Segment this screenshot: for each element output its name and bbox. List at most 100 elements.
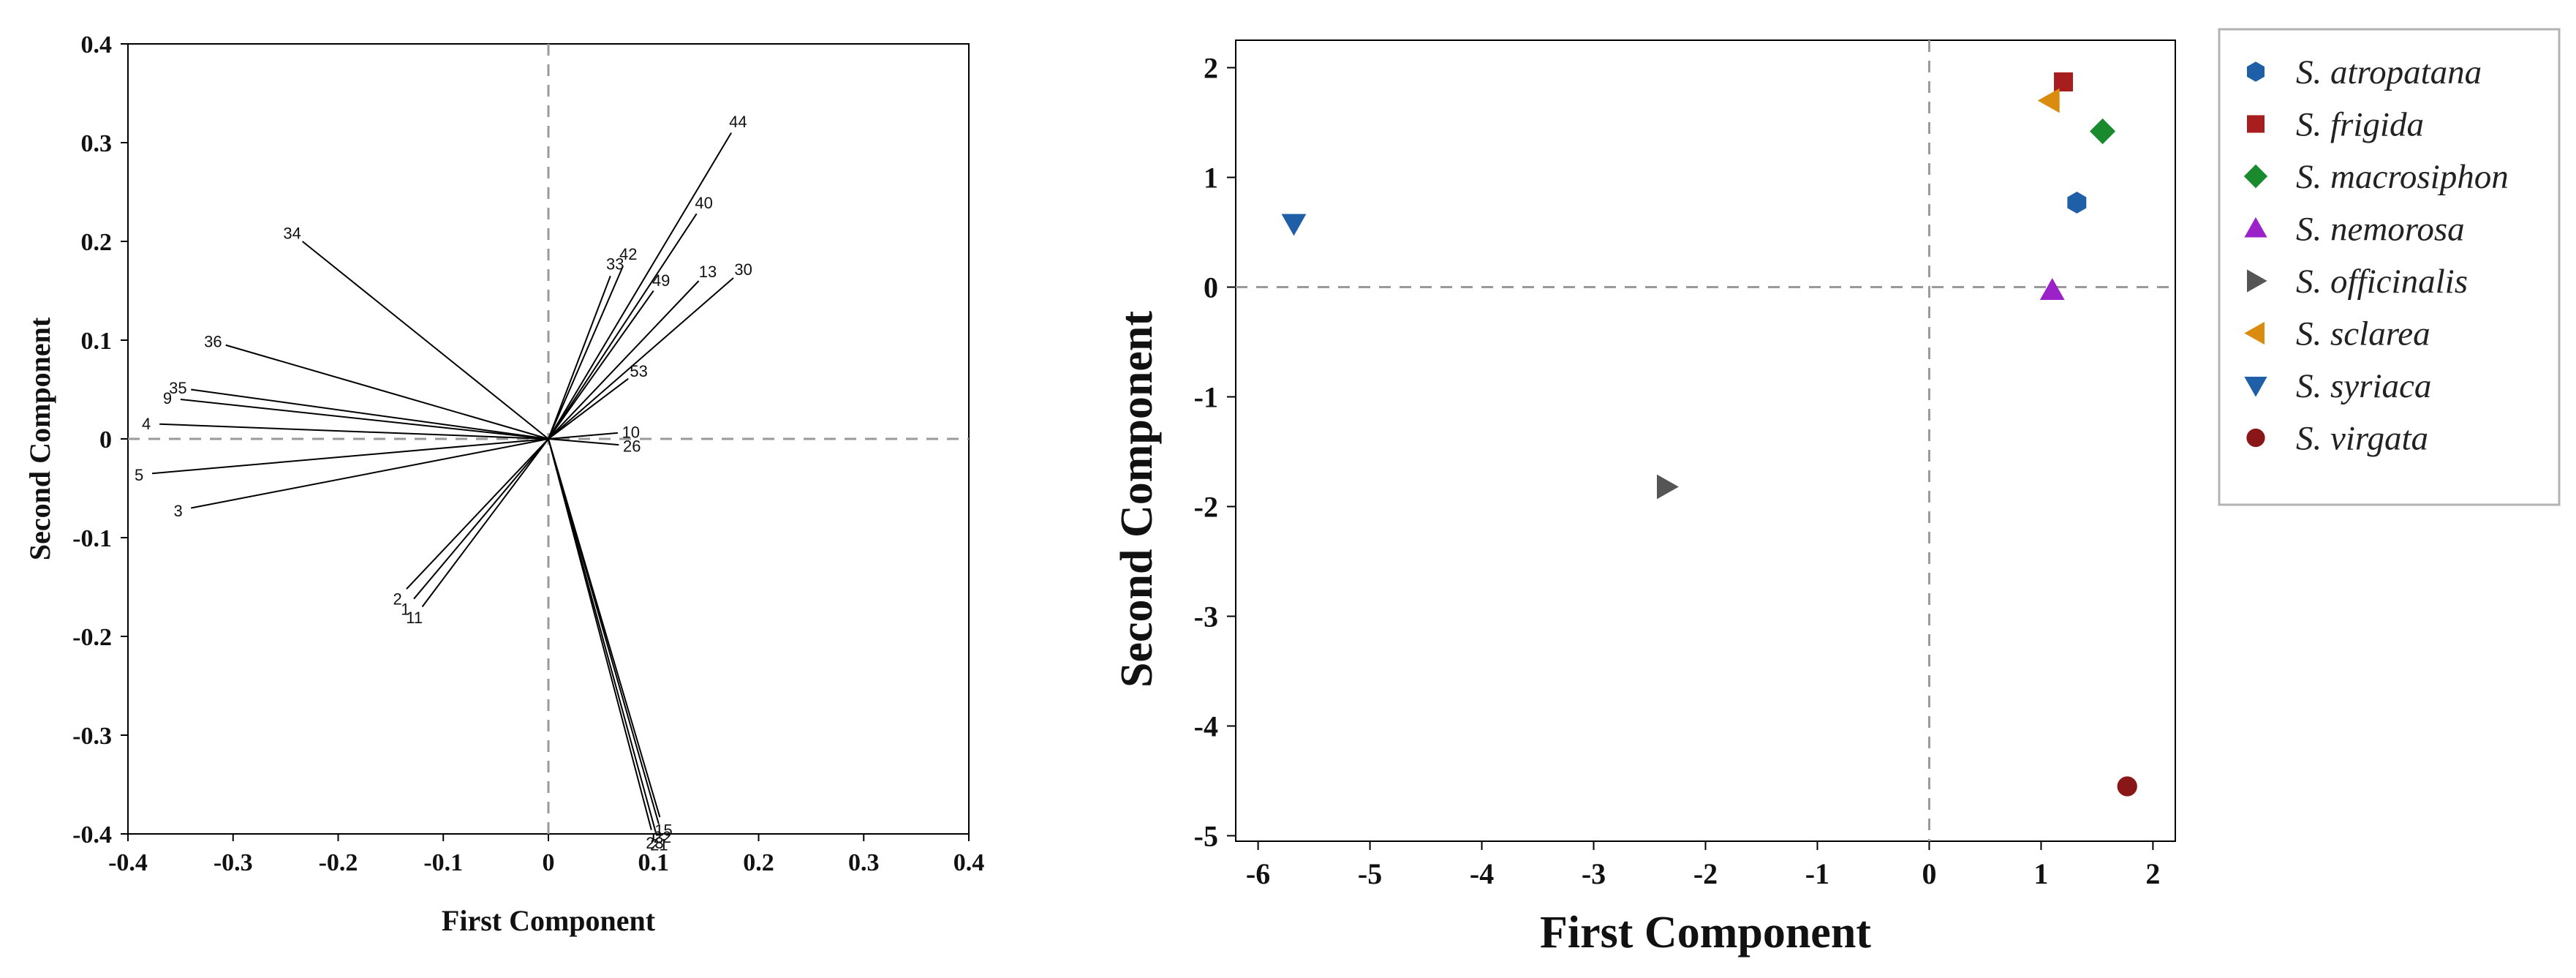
vector-label: 44 — [729, 113, 747, 131]
y-tick-label: -0.2 — [72, 624, 112, 651]
vector-label: 9 — [163, 389, 172, 407]
loading-vector — [548, 277, 734, 440]
loading-vector — [301, 241, 549, 440]
x-tick-label: -2 — [1693, 857, 1718, 890]
legend-marker — [2247, 269, 2267, 293]
y-tick-label: 0.4 — [81, 31, 113, 59]
loading-plot: -0.4 -0.3 -0.2 -0.1 0 0.1 0.2 0.3 0.4 0.4 0.3 0.2 0.… — [23, 31, 984, 937]
y-tick-label: 0.3 — [81, 130, 113, 157]
legend-marker — [2244, 217, 2267, 238]
legend-marker — [2247, 61, 2265, 82]
loading-vector — [180, 399, 549, 440]
legend-entry: S. atropatana — [2296, 53, 2482, 91]
data-point — [1657, 474, 1679, 500]
x-tick-label: 1 — [2033, 857, 2048, 890]
x-tick-label: -0.3 — [214, 849, 253, 876]
data-point — [2067, 192, 2087, 214]
data-point — [2039, 278, 2065, 300]
x-tick-label: -6 — [1246, 857, 1270, 890]
vector-label: 53 — [630, 362, 647, 380]
loading-vector — [225, 344, 549, 440]
vector-label: 26 — [623, 437, 641, 456]
vector-label: 11 — [406, 609, 423, 627]
x-tick-label: -3 — [1582, 857, 1606, 890]
loading-vector — [548, 290, 654, 440]
y-tick-label: -0.1 — [72, 525, 112, 552]
y-tick-label: 0.2 — [81, 229, 113, 256]
plot-frame — [1235, 40, 2176, 842]
data-point — [2090, 118, 2116, 145]
y-tick-label: -0.4 — [72, 821, 112, 849]
legend-entry: S. macrosiphon — [2296, 158, 2509, 196]
loading-vector — [406, 438, 549, 590]
vector-label: 1 — [401, 600, 409, 618]
x-tick-label: 0.2 — [743, 849, 774, 876]
x-axis-title: First Component — [1540, 908, 1871, 958]
loading-vector — [548, 438, 660, 824]
y-tick-label: -0.3 — [72, 723, 112, 750]
vector-label: 5 — [135, 466, 143, 484]
legend-entry: S. sclarea — [2296, 315, 2430, 353]
legend: S. atropatana S. frigida S. macrosiphon S. … — [2218, 28, 2561, 506]
loading-vector — [548, 266, 624, 440]
vector-label: 33 — [606, 255, 624, 273]
legend-box — [2218, 28, 2561, 506]
loading-vector — [548, 213, 698, 440]
vector-label: 15 — [654, 821, 672, 839]
y-axis-title: Second Component — [23, 317, 56, 560]
vector-label: 13 — [699, 263, 717, 281]
loading-vector — [548, 132, 732, 440]
legend-marker — [2246, 428, 2265, 448]
loading-vector — [421, 438, 549, 608]
legend-entry: S. syriaca — [2296, 367, 2431, 405]
loading-vector — [548, 432, 618, 440]
score-plot: -6 -5 -4 -3 -2 -1 0 1 2 2 1 0 -1 -2 -3 -4 -5 First Compon… — [1112, 40, 2176, 958]
loading-vector — [413, 438, 549, 600]
legend-marker — [2243, 164, 2268, 189]
y-tick-label: 0.1 — [81, 328, 113, 355]
y-axis-title: Second Component — [1112, 311, 1162, 688]
loading-vector — [159, 423, 549, 440]
legend-entry: S. frigida — [2296, 106, 2424, 144]
data-point — [2117, 776, 2137, 797]
y-tick-label: -1 — [1194, 381, 1218, 414]
vector-label: 2 — [393, 590, 401, 608]
vector-label: 3 — [173, 502, 182, 520]
vector-label: 10 — [622, 423, 640, 441]
vector-label: 34 — [283, 225, 301, 243]
vector-label: 21 — [650, 836, 668, 854]
legend-marker — [2244, 321, 2265, 345]
x-tick-label: 0.3 — [848, 849, 880, 876]
x-tick-label: -0.1 — [423, 849, 463, 876]
data-point — [1281, 214, 1307, 236]
legend-marker — [2244, 377, 2267, 397]
x-tick-label: -5 — [1358, 857, 1382, 890]
vector-label: 49 — [652, 271, 670, 290]
loading-vector — [191, 388, 549, 440]
loading-vector — [548, 275, 611, 440]
y-tick-label: -3 — [1194, 601, 1218, 633]
vector-label: 23 — [646, 834, 663, 852]
x-tick-label: -1 — [1805, 857, 1829, 890]
vector-label: 42 — [619, 245, 637, 263]
y-tick-label: 1 — [1204, 162, 1218, 195]
y-tick-label: 2 — [1204, 52, 1218, 85]
x-tick-label: 0 — [543, 849, 555, 876]
vector-label: 4 — [142, 415, 151, 433]
loading-vector — [548, 377, 629, 440]
x-tick-label: 0 — [1922, 857, 1936, 890]
legend-entry: S. nemorosa — [2296, 211, 2465, 249]
x-tick-label: -4 — [1470, 857, 1494, 890]
legend-entry: S. officinalis — [2296, 263, 2468, 301]
y-tick-label: -5 — [1194, 820, 1218, 853]
legend-entry: S. virgata — [2296, 420, 2428, 458]
y-tick-label: -2 — [1194, 491, 1218, 524]
vector-label: 36 — [204, 333, 222, 351]
loading-vector — [548, 280, 700, 440]
vector-label: 22 — [654, 828, 671, 846]
x-tick-label: 0.1 — [638, 849, 670, 876]
legend-marker — [2247, 115, 2265, 133]
y-tick-label: 0 — [1204, 271, 1218, 304]
data-point — [2054, 72, 2074, 91]
y-tick-label: 0 — [99, 426, 112, 454]
